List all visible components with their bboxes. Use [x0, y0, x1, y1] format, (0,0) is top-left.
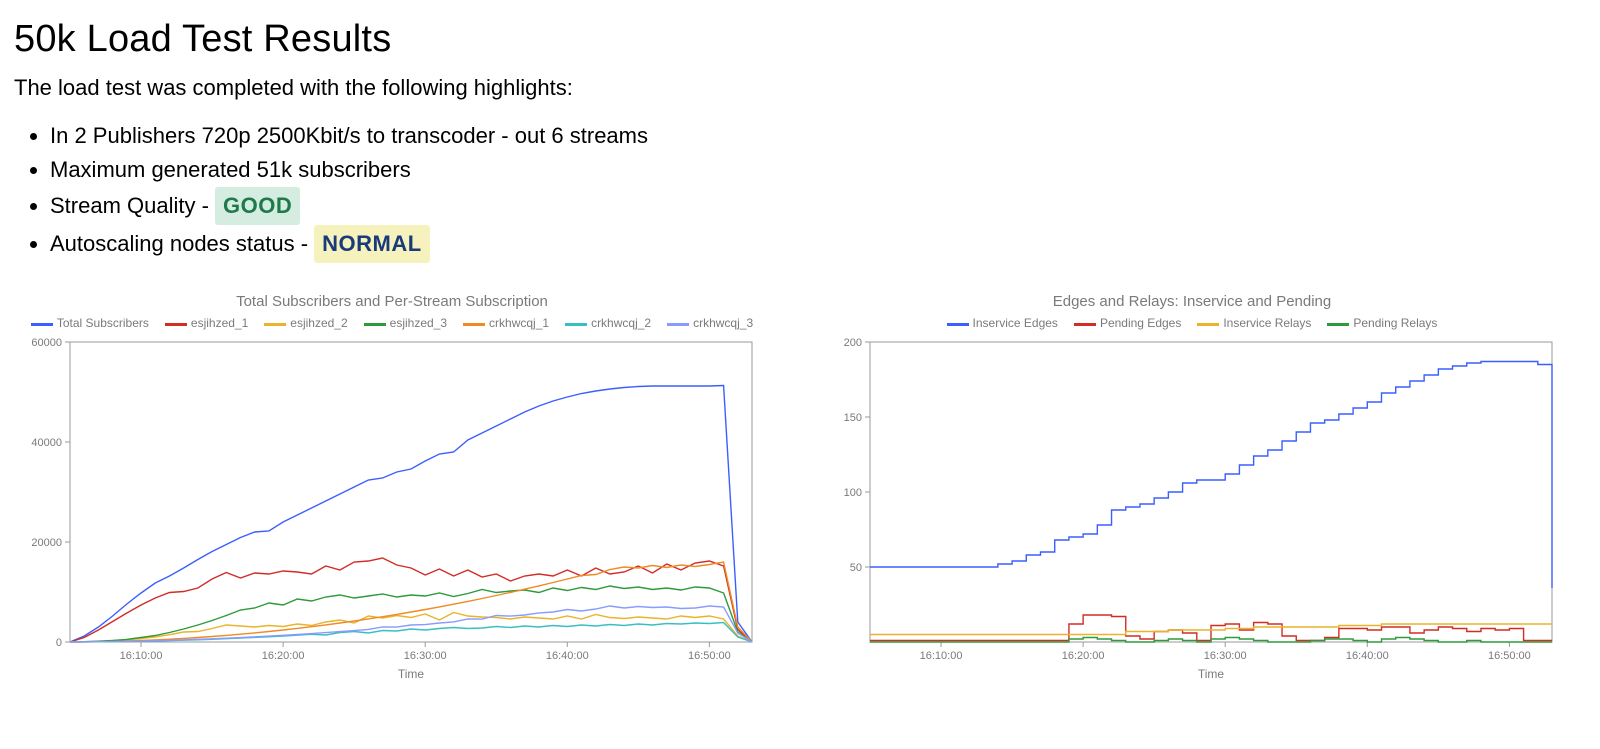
- legend-item: crkhwcqj_1: [463, 316, 549, 330]
- chart-right-plot: 50 100 150 200 16:10:00 16:20:00 16:30:00 16:40…: [822, 336, 1562, 686]
- series-line: [870, 615, 1552, 641]
- chart-left-title: Total Subscribers and Per-Stream Subscri…: [22, 293, 762, 310]
- legend-label: Inservice Edges: [973, 316, 1058, 330]
- intro-text: The load test was completed with the fol…: [14, 75, 1586, 101]
- legend-item: esjihzed_1: [165, 316, 248, 330]
- highlight-item: Stream Quality - GOOD: [50, 187, 1586, 225]
- legend-item: crkhwcqj_3: [667, 316, 753, 330]
- legend-label: esjihzed_2: [290, 316, 347, 330]
- svg-text:16:20:00: 16:20:00: [1062, 650, 1105, 662]
- svg-text:Time: Time: [398, 667, 425, 681]
- legend-swatch: [1074, 323, 1096, 326]
- highlight-item: Maximum generated 51k subscribers: [50, 153, 1586, 187]
- svg-text:16:40:00: 16:40:00: [1346, 650, 1389, 662]
- legend-label: Pending Edges: [1100, 316, 1181, 330]
- legend-swatch: [364, 323, 386, 326]
- svg-text:16:30:00: 16:30:00: [404, 650, 447, 662]
- svg-text:Time: Time: [1198, 667, 1225, 681]
- legend-swatch: [31, 323, 53, 326]
- svg-text:20000: 20000: [31, 537, 62, 549]
- legend-swatch: [463, 323, 485, 326]
- charts-row: Total Subscribers and Per-Stream Subscri…: [14, 293, 1586, 686]
- series-line: [70, 613, 752, 643]
- legend-swatch: [264, 323, 286, 326]
- legend-swatch: [667, 323, 689, 326]
- legend-label: crkhwcqj_3: [693, 316, 753, 330]
- highlight-item: In 2 Publishers 720p 2500Kbit/s to trans…: [50, 119, 1586, 153]
- svg-text:50: 50: [850, 562, 862, 574]
- svg-text:16:40:00: 16:40:00: [546, 650, 589, 662]
- legend-item: esjihzed_2: [264, 316, 347, 330]
- svg-text:60000: 60000: [31, 337, 62, 349]
- series-line: [70, 386, 752, 643]
- legend-label: Pending Relays: [1353, 316, 1437, 330]
- svg-text:16:50:00: 16:50:00: [688, 650, 731, 662]
- svg-text:16:10:00: 16:10:00: [120, 650, 163, 662]
- legend-swatch: [1197, 323, 1219, 326]
- legend-label: crkhwcqj_2: [591, 316, 651, 330]
- series-line: [870, 362, 1552, 589]
- svg-text:150: 150: [844, 412, 862, 424]
- chart-left-legend: Total Subscribers esjihzed_1 esjihzed_2 esj…: [22, 316, 762, 330]
- legend-label: Inservice Relays: [1223, 316, 1311, 330]
- chart-right: Edges and Relays: Inservice and Pending …: [822, 293, 1562, 686]
- svg-text:16:50:00: 16:50:00: [1488, 650, 1531, 662]
- legend-item: Pending Relays: [1327, 316, 1437, 330]
- legend-item: Pending Edges: [1074, 316, 1181, 330]
- legend-item: Total Subscribers: [31, 316, 149, 330]
- legend-label: Total Subscribers: [57, 316, 149, 330]
- status-badge: GOOD: [215, 187, 300, 225]
- chart-left: Total Subscribers and Per-Stream Subscri…: [22, 293, 762, 686]
- svg-text:100: 100: [844, 487, 862, 499]
- chart-right-title: Edges and Relays: Inservice and Pending: [822, 293, 1562, 310]
- legend-item: Inservice Relays: [1197, 316, 1311, 330]
- highlight-text: Stream Quality -: [50, 193, 215, 218]
- legend-item: Inservice Edges: [947, 316, 1058, 330]
- legend-swatch: [1327, 323, 1349, 326]
- legend-item: esjihzed_3: [364, 316, 447, 330]
- svg-text:16:30:00: 16:30:00: [1204, 650, 1247, 662]
- svg-text:200: 200: [844, 337, 862, 349]
- legend-item: crkhwcqj_2: [565, 316, 651, 330]
- chart-right-legend: Inservice Edges Pending Edges Inservice Re…: [822, 316, 1562, 330]
- svg-text:40000: 40000: [31, 437, 62, 449]
- highlight-item: Autoscaling nodes status - NORMAL: [50, 225, 1586, 263]
- legend-label: esjihzed_3: [390, 316, 447, 330]
- legend-swatch: [947, 323, 969, 326]
- highlight-text: Autoscaling nodes status -: [50, 231, 314, 256]
- svg-text:16:10:00: 16:10:00: [920, 650, 963, 662]
- legend-label: esjihzed_1: [191, 316, 248, 330]
- svg-text:0: 0: [56, 637, 62, 649]
- status-badge: NORMAL: [314, 225, 430, 263]
- legend-swatch: [565, 323, 587, 326]
- legend-label: crkhwcqj_1: [489, 316, 549, 330]
- chart-left-plot: 0 20000 40000 60000 16:10:00 16:20:00 16:30:00…: [22, 336, 762, 686]
- highlights-list: In 2 Publishers 720p 2500Kbit/s to trans…: [38, 119, 1586, 263]
- svg-text:16:20:00: 16:20:00: [262, 650, 305, 662]
- page-title: 50k Load Test Results: [14, 18, 1586, 61]
- legend-swatch: [165, 323, 187, 326]
